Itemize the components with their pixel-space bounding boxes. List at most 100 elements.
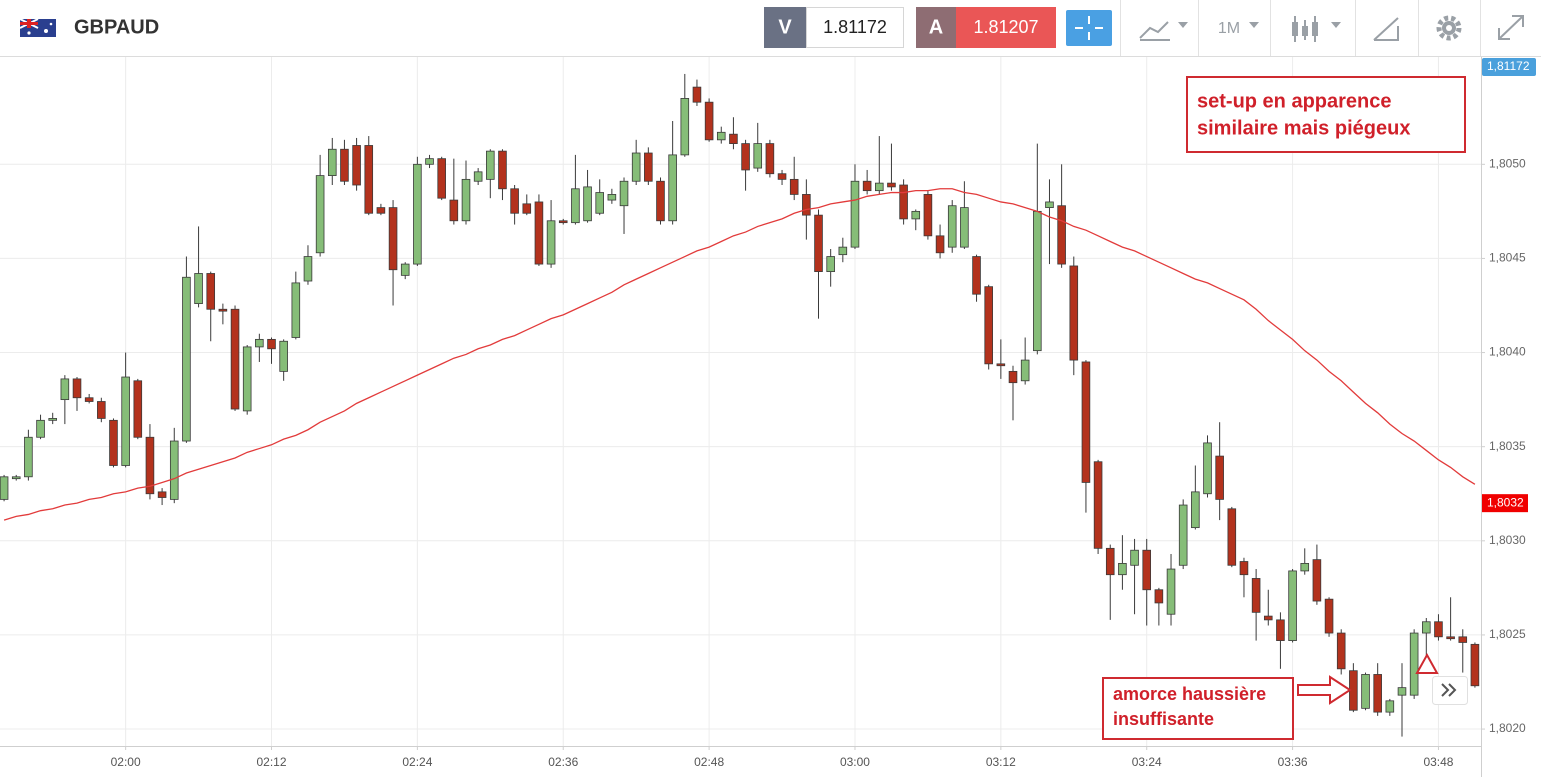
candle-body-down: [72, 378, 82, 399]
candle-body-down: [1215, 455, 1224, 500]
candle-body-down: [765, 143, 775, 175]
header: GBPAUD V 1.81172 A 1.81207 1M: [0, 0, 1541, 57]
timeframe: 1M: [1218, 20, 1240, 37]
candle-body-down: [996, 363, 1006, 367]
crosshair-icon: [1075, 16, 1103, 40]
candle-body-up: [24, 436, 33, 478]
candle-body-down: [1336, 632, 1346, 670]
candle-body-up: [1118, 562, 1127, 576]
candle-body-down: [972, 256, 981, 295]
candle-body-down: [1154, 589, 1164, 604]
bid-price: 1.81172: [823, 17, 887, 37]
scroll-button[interactable]: [1432, 676, 1468, 705]
candle-body-up: [425, 158, 434, 165]
candle-body-up: [194, 273, 203, 305]
candle-body-up: [571, 188, 580, 224]
candle-body-down: [704, 101, 714, 141]
ma-price-tag: 1,8032: [1482, 494, 1528, 513]
chart-type-button[interactable]: [1139, 21, 1188, 41]
candle-body-up: [473, 171, 483, 182]
x-tick-label: 03:12: [986, 755, 1016, 769]
candle-body-up: [1288, 570, 1297, 641]
ask-price: 1.81207: [973, 17, 1038, 37]
candle-body-down: [1434, 621, 1443, 638]
candle-body-up: [36, 419, 45, 438]
candle-body-down: [376, 207, 386, 214]
bid-label: V: [778, 16, 792, 38]
candle-body-up: [315, 175, 325, 254]
candle-body-down: [230, 308, 240, 410]
candle-body-up: [753, 143, 763, 169]
candle-body-up: [1191, 491, 1200, 529]
candle-body-down: [97, 401, 106, 419]
x-tick-label: 02:24: [402, 755, 432, 769]
candle-body-down: [644, 152, 653, 182]
bid-button[interactable]: [764, 7, 806, 48]
annotation-box: [1102, 677, 1294, 740]
candle-body-down: [145, 436, 155, 495]
candle-body-down: [935, 235, 945, 254]
candle-body-down: [1069, 265, 1079, 361]
candle-body-up: [1422, 621, 1431, 634]
x-tick-label: 02:36: [548, 755, 578, 769]
candle-body-up: [911, 210, 921, 220]
candle-body-up: [1045, 201, 1054, 209]
candle-body-down: [862, 180, 872, 192]
plot-area: [0, 73, 1480, 737]
candle-body-up: [546, 220, 556, 265]
ask-button[interactable]: [916, 7, 956, 48]
candle-body-down: [1251, 578, 1261, 613]
candle-body-up: [595, 192, 604, 214]
candle-type-button[interactable]: [1292, 16, 1341, 42]
candle-body-down: [157, 491, 167, 498]
candle-body-up: [716, 131, 726, 141]
candle-body-down: [1105, 547, 1115, 576]
candle-body-up: [182, 276, 191, 442]
annotation-box: [1186, 76, 1466, 153]
candle-body-up: [0, 476, 9, 500]
annotation-text: amorce haussière: [1113, 684, 1266, 704]
candle-body-down: [206, 273, 216, 310]
candle-body-up: [1166, 568, 1176, 615]
candle-body-up: [279, 340, 288, 372]
axes: 1,8020 1,8025 1,8030 1,8035 1,8040 1,8045 1,80…: [0, 57, 1536, 777]
x-tick-label: 03:36: [1278, 755, 1308, 769]
candle-body-down: [887, 182, 896, 188]
timeframe-button[interactable]: 1M: [1218, 20, 1259, 37]
ask-box[interactable]: [956, 7, 1056, 48]
candle-body-down: [777, 173, 787, 180]
candle-body-up: [413, 163, 422, 265]
settings-button[interactable]: [1436, 15, 1462, 41]
candle-body-down: [498, 150, 507, 190]
annotation-text: similaire mais piégeux: [1197, 117, 1410, 139]
x-tick-label: 02:48: [694, 755, 724, 769]
candle-body-down: [510, 188, 519, 214]
candle-body-down: [1276, 619, 1285, 641]
candle-body-down: [1081, 361, 1091, 483]
candle-body-up: [1397, 687, 1407, 696]
bid-box[interactable]: [806, 7, 904, 48]
candle-body-down: [133, 380, 143, 438]
candle-body-down: [729, 133, 738, 144]
crosshair-button[interactable]: [1066, 10, 1112, 46]
candle-body-up: [169, 440, 179, 500]
draw-tool-button[interactable]: [1373, 17, 1399, 41]
y-tick-label: 1,8045: [1489, 251, 1526, 265]
y-tick-label: 1,8025: [1489, 627, 1526, 641]
y-tick-label: 1,8050: [1489, 156, 1526, 170]
candle-body-down: [802, 194, 811, 216]
candle-body-down: [1142, 549, 1152, 591]
annotation-setup: set-up en apparence similaire mais piége…: [1186, 76, 1466, 153]
annotation-signal: amorce haussière insuffisante: [1102, 652, 1439, 740]
candle-body-down: [1446, 636, 1455, 640]
candle-body-down: [789, 178, 799, 195]
candle-body-down: [1470, 643, 1480, 687]
candle-body-up: [121, 376, 130, 466]
candle-body-up: [1178, 504, 1188, 566]
expand-button[interactable]: [1498, 15, 1524, 40]
candle-body-up: [1300, 562, 1310, 572]
candle-body-up: [631, 152, 641, 182]
candle-body-down: [364, 145, 374, 214]
candle-body-down: [534, 201, 544, 265]
annotation-triangle: [1415, 652, 1439, 674]
